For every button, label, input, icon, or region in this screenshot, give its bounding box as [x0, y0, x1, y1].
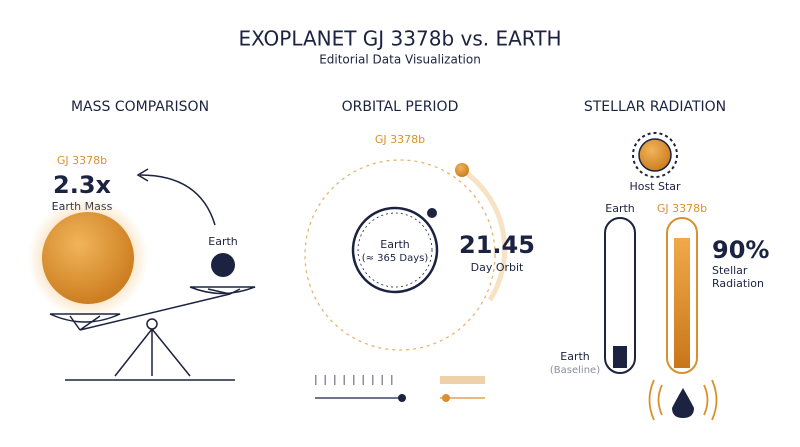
panel-title: STELLAR RADIATION [584, 99, 726, 115]
earth-orbit [351, 206, 439, 294]
baseline-label: Earth [560, 350, 590, 363]
planet-dot [455, 163, 469, 177]
subtitle: Editorial Data Visualization [319, 53, 481, 67]
planet-orbit [304, 159, 496, 351]
earth-caption: (≈ 365 Days) [362, 253, 429, 264]
orbit-value: 21.45 [459, 231, 535, 259]
planet [42, 212, 134, 304]
flame [672, 388, 694, 418]
scale [49, 286, 256, 381]
earth-label: Earth [605, 202, 635, 215]
earth [211, 253, 235, 277]
star-label: Host Star [629, 180, 681, 193]
planet-label: GJ 3378b [657, 202, 707, 215]
earth-fill [613, 346, 627, 368]
arrowhead [136, 168, 149, 182]
orbit-trail [460, 167, 508, 302]
arrow [139, 174, 216, 226]
host-star [632, 132, 678, 178]
mass-value: 2.3x [53, 171, 112, 199]
radiation-value: 90% [712, 236, 769, 264]
baseline-caption: (Baseline) [550, 365, 600, 376]
planet-label: GJ 3378b [375, 133, 425, 146]
title: EXOPLANET GJ 3378b vs. EARTH [238, 27, 561, 51]
orbit-caption: Day Orbit [471, 261, 524, 274]
panel-title: MASS COMPARISON [71, 99, 209, 115]
planet-label: GJ 3378b [57, 154, 107, 167]
planet-fill [674, 238, 690, 368]
radiation-caption: Stellar [712, 264, 748, 277]
panel-title: ORBITAL PERIOD [342, 99, 459, 115]
earth-tube [604, 217, 636, 374]
earth-label: Earth [380, 238, 410, 251]
timeline [315, 375, 485, 402]
earth-orbit-inner [357, 212, 433, 288]
radiation-caption: Radiation [712, 277, 764, 290]
earth-dot [427, 208, 437, 218]
earth-label: Earth [208, 235, 238, 248]
planet-tube [666, 217, 698, 374]
heat-waves [648, 379, 718, 421]
